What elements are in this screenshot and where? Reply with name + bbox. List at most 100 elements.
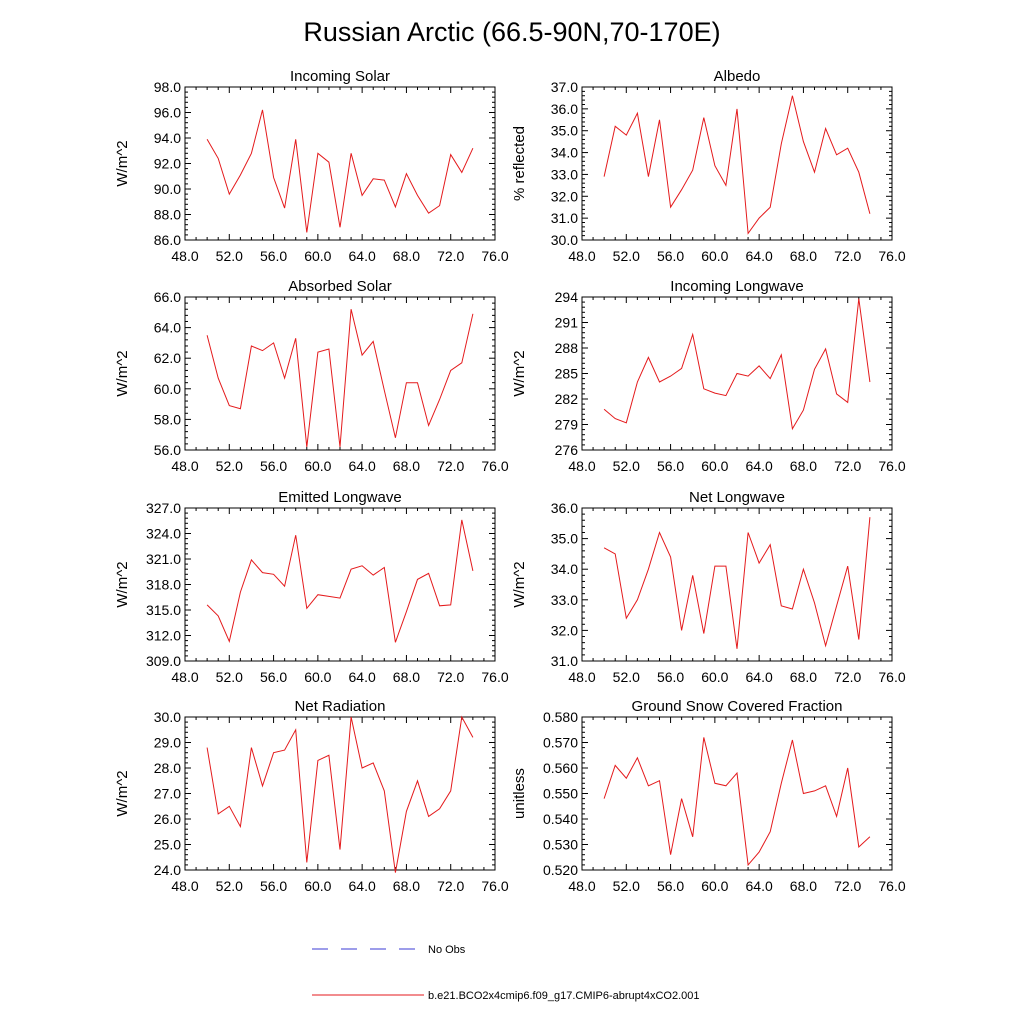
panel-title: Net Longwave: [689, 489, 785, 506]
x-tick-label: 60.0: [701, 458, 728, 474]
y-axis-label: % reflected: [511, 126, 528, 201]
y-tick-label: 309.0: [146, 653, 181, 669]
x-tick-label: 68.0: [790, 248, 817, 264]
y-tick-label: 64.0: [154, 320, 181, 336]
y-tick-label: 30.0: [551, 232, 578, 248]
y-tick-label: 32.0: [551, 622, 578, 638]
x-tick-label: 64.0: [746, 669, 773, 685]
panel-albedo: Albedo % reflected 48.0 52.0 56.0 60.0 64.0 68.…: [511, 68, 906, 264]
panel-emitted-longwave: Emitted Longwave W/m^2 48.0 52.0 56.0 60.0 64.…: [114, 489, 509, 685]
series-line-net-longwave: [603, 517, 871, 649]
y-tick-label: 30.0: [154, 709, 181, 725]
figure-title: Russian Arctic (66.5-90N,70-170E): [303, 17, 720, 47]
x-tick-label: 68.0: [393, 458, 420, 474]
legend-label-no-obs: No Obs: [428, 944, 466, 956]
x-tick-label: 60.0: [304, 248, 331, 264]
y-axis-label: W/m^2: [114, 350, 131, 396]
x-tick-label: 68.0: [393, 669, 420, 685]
y-tick-label: 96.0: [154, 105, 181, 121]
plot-frame: [581, 716, 893, 871]
y-axis-label: W/m^2: [114, 770, 131, 816]
x-tick-label: 48.0: [171, 669, 198, 685]
x-tick-label: 68.0: [393, 248, 420, 264]
series-line-incoming-longwave: [603, 298, 871, 431]
x-tick-label: 76.0: [878, 248, 905, 264]
y-tick-label: 66.0: [154, 289, 181, 305]
panel-incoming-solar: Incoming Solar W/m^2 48.0 52.0 56.0 60.0 64.0 6…: [114, 68, 509, 264]
y-tick-label: 312.0: [146, 628, 181, 644]
x-tick-label: 60.0: [304, 878, 331, 894]
y-tick-label: 28.0: [154, 760, 181, 776]
x-tick-label: 48.0: [171, 458, 198, 474]
y-tick-label: 58.0: [154, 411, 181, 427]
y-tick-label: 31.0: [551, 653, 578, 669]
y-tick-label: 324.0: [146, 526, 181, 542]
x-tick-label: 56.0: [657, 669, 684, 685]
x-tick-label: 56.0: [260, 669, 287, 685]
panel-ground-snow-covered-fraction: Ground Snow Covered Fraction unitless 48.0…: [511, 698, 906, 894]
y-axis-label: unitless: [511, 768, 528, 819]
x-tick-label: 52.0: [613, 458, 640, 474]
y-tick-label: 0.560: [543, 760, 578, 776]
x-tick-label: 76.0: [878, 669, 905, 685]
y-tick-label: 29.0: [154, 735, 181, 751]
x-tick-label: 52.0: [613, 248, 640, 264]
y-tick-label: 27.0: [154, 786, 181, 802]
series-line-absorbed-solar: [206, 309, 474, 447]
y-tick-label: 279: [555, 417, 579, 433]
x-tick-label: 56.0: [260, 248, 287, 264]
y-tick-label: 25.0: [154, 837, 181, 853]
panel-title: Absorbed Solar: [288, 278, 391, 295]
x-tick-label: 52.0: [613, 669, 640, 685]
y-tick-label: 0.540: [543, 811, 578, 827]
y-tick-label: 294: [555, 289, 579, 305]
x-tick-label: 48.0: [568, 458, 595, 474]
x-tick-label: 72.0: [834, 669, 861, 685]
x-tick-label: 76.0: [481, 669, 508, 685]
x-tick-label: 52.0: [613, 878, 640, 894]
panel-title: Ground Snow Covered Fraction: [632, 698, 843, 715]
x-tick-label: 64.0: [746, 458, 773, 474]
x-tick-label: 60.0: [304, 458, 331, 474]
legend: No Obs b.e21.BCO2x4cmip6.f09_g17.CMIP6-a…: [312, 944, 700, 1002]
x-tick-label: 76.0: [481, 458, 508, 474]
x-tick-label: 68.0: [790, 669, 817, 685]
x-tick-label: 64.0: [349, 248, 376, 264]
y-tick-label: 35.0: [551, 531, 578, 547]
y-tick-label: 291: [555, 315, 579, 331]
y-tick-label: 36.0: [551, 101, 578, 117]
y-tick-label: 31.0: [551, 210, 578, 226]
x-tick-label: 76.0: [878, 878, 905, 894]
x-tick-label: 72.0: [437, 878, 464, 894]
plot-frame: [581, 507, 893, 662]
panel-net-longwave: Net Longwave W/m^2 48.0 52.0 56.0 60.0 64.0 68.…: [511, 489, 906, 685]
x-tick-label: 48.0: [568, 878, 595, 894]
panel-title: Albedo: [714, 68, 761, 85]
y-tick-label: 285: [555, 366, 579, 382]
y-tick-label: 62.0: [154, 350, 181, 366]
series-line-albedo: [603, 95, 871, 235]
y-tick-label: 36.0: [551, 500, 578, 516]
x-tick-label: 68.0: [790, 458, 817, 474]
x-tick-label: 72.0: [437, 458, 464, 474]
series-line-incoming-solar: [206, 109, 474, 233]
x-tick-label: 60.0: [304, 669, 331, 685]
plot-frame: [184, 296, 496, 451]
y-tick-label: 33.0: [551, 592, 578, 608]
x-tick-label: 52.0: [216, 669, 243, 685]
panels-grid: Incoming Solar W/m^2 48.0 52.0 56.0 60.0 64.0 6…: [114, 68, 906, 894]
series-line-emitted-longwave: [206, 519, 474, 644]
x-tick-label: 76.0: [481, 878, 508, 894]
panel-title: Emitted Longwave: [278, 489, 401, 506]
y-tick-label: 26.0: [154, 811, 181, 827]
y-tick-label: 24.0: [154, 862, 181, 878]
x-tick-label: 56.0: [260, 878, 287, 894]
x-tick-label: 76.0: [878, 458, 905, 474]
x-tick-label: 64.0: [349, 669, 376, 685]
x-tick-label: 68.0: [393, 878, 420, 894]
y-tick-label: 60.0: [154, 381, 181, 397]
y-tick-label: 56.0: [154, 442, 181, 458]
y-tick-label: 34.0: [551, 561, 578, 577]
y-tick-label: 288: [555, 340, 579, 356]
